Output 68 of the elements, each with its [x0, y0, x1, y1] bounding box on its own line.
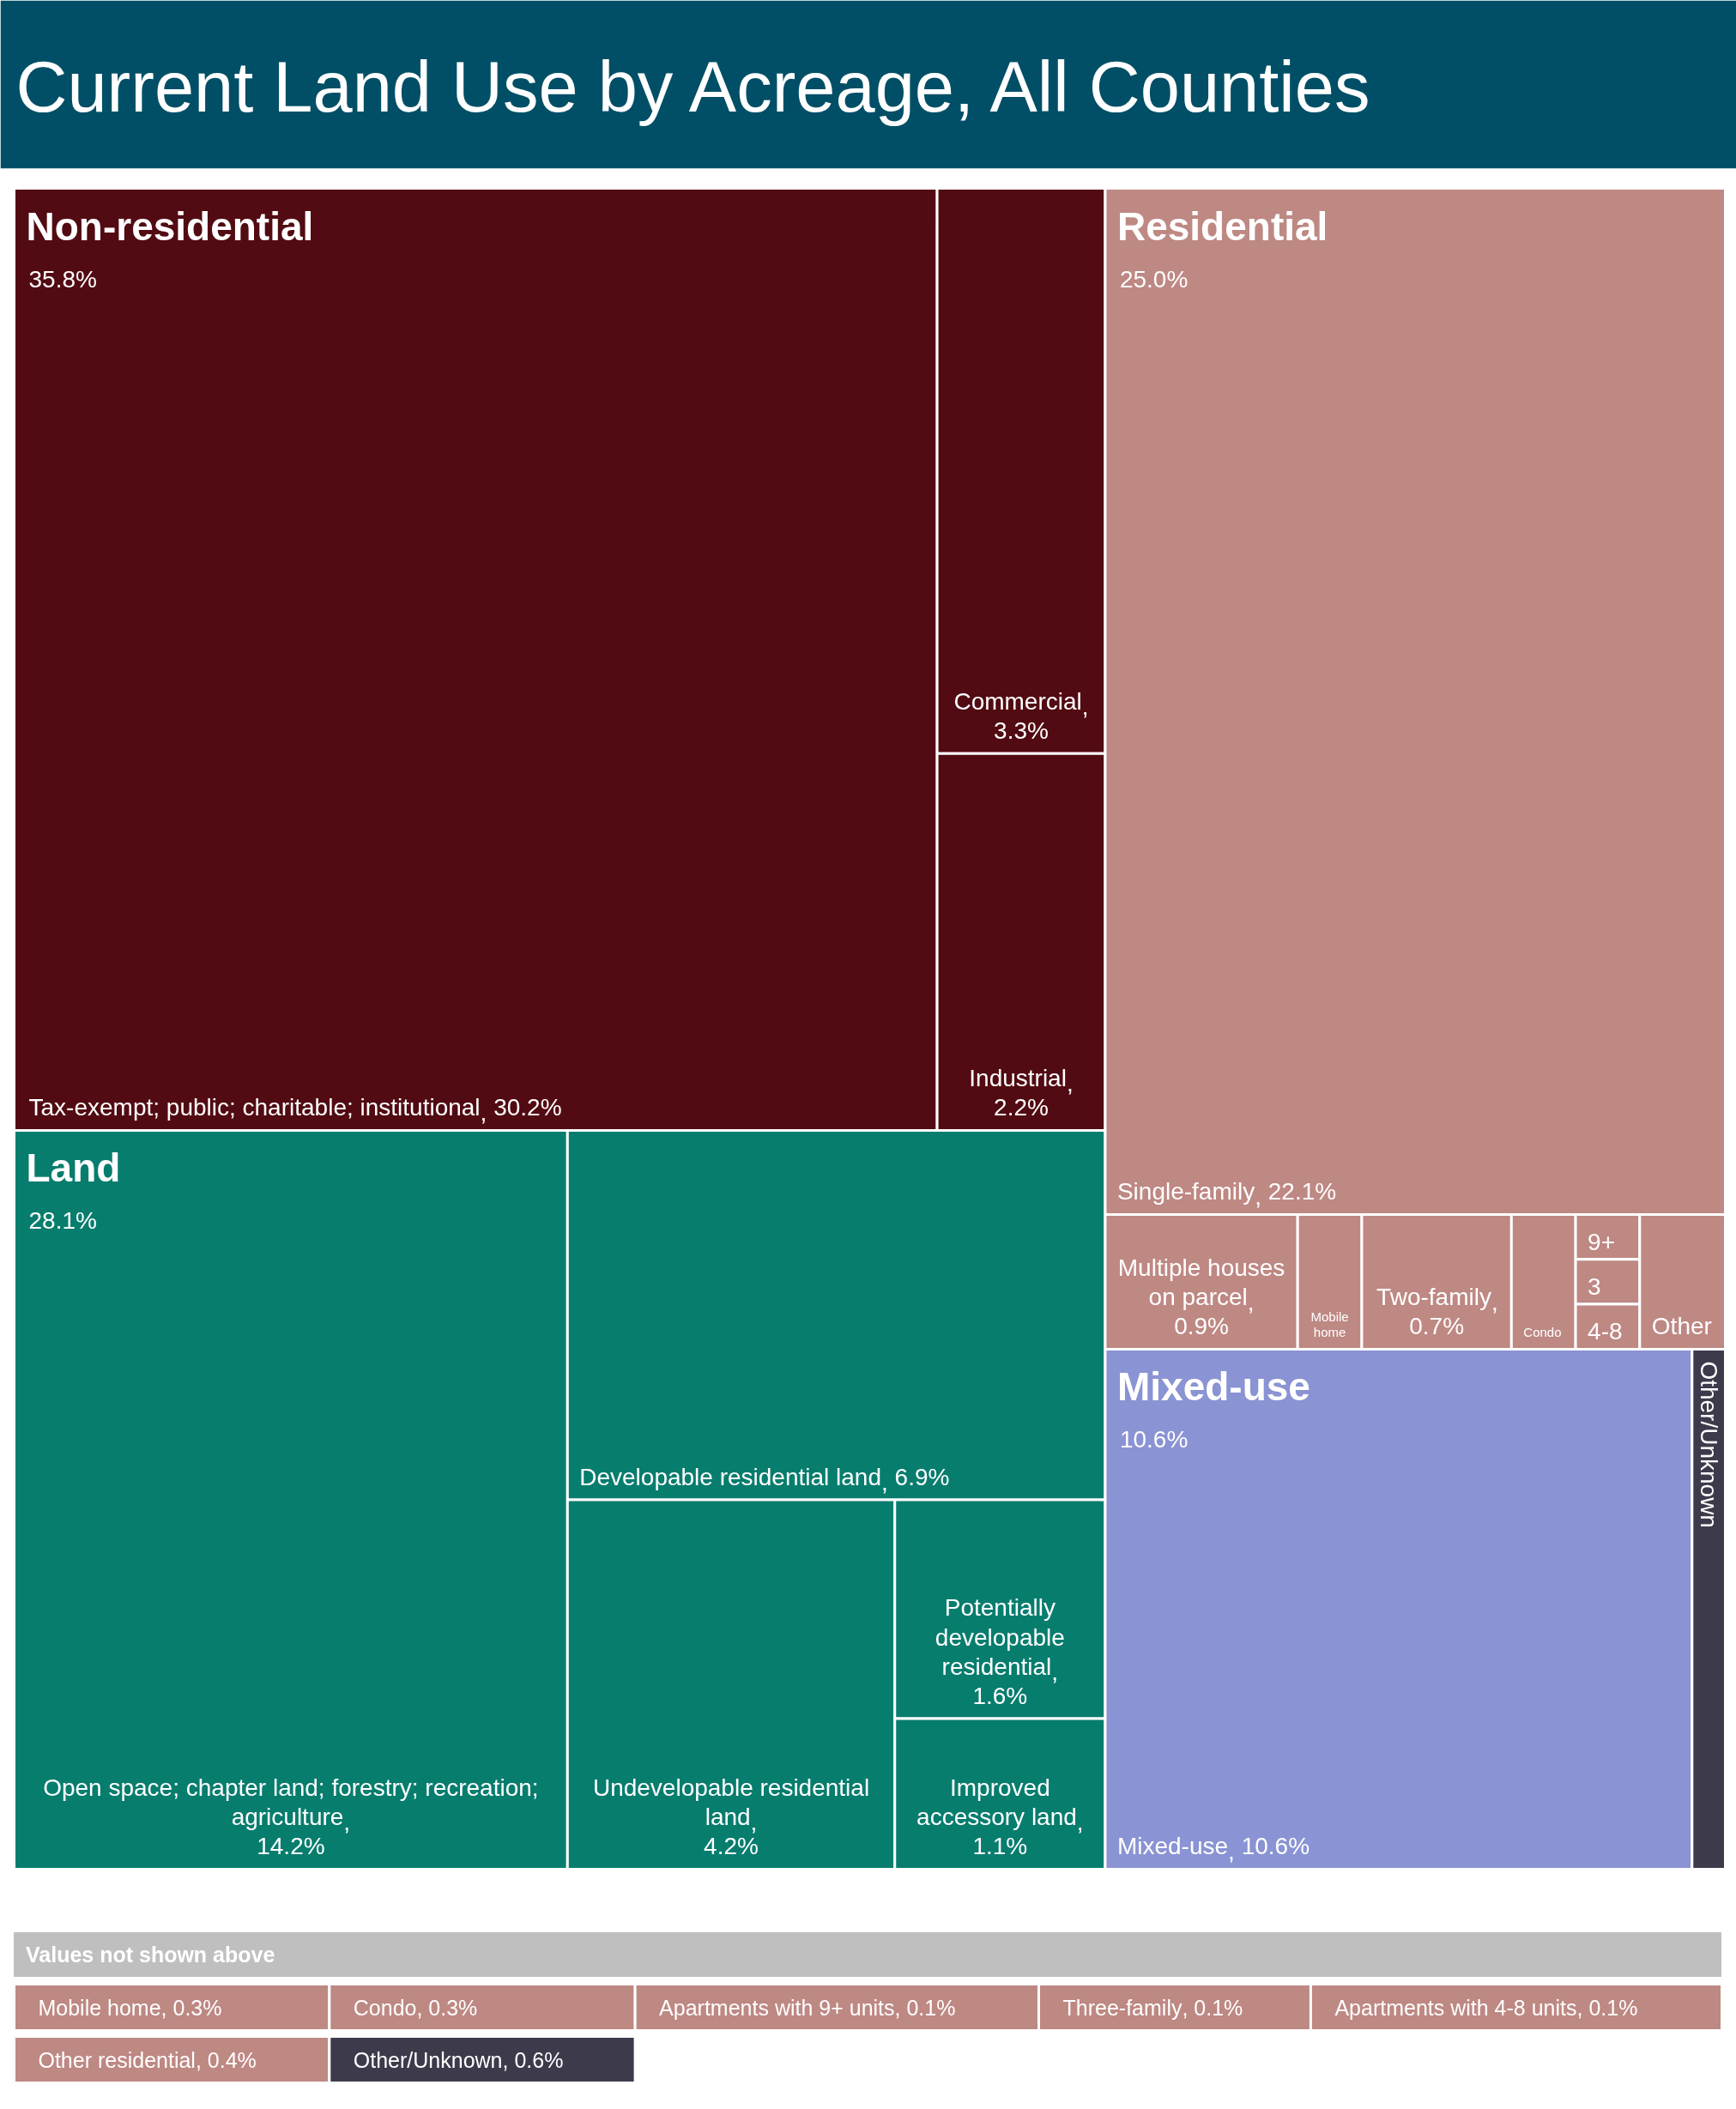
text: ,: [1247, 1289, 1255, 1316]
category-label: Single-family: [1116, 1178, 1255, 1206]
category-label: 4-8: [1588, 1318, 1623, 1345]
text: ,: [416, 1995, 423, 2020]
data-label: 30.2%: [493, 1094, 562, 1121]
text: ,: [1182, 1995, 1189, 2020]
text: ,: [480, 1099, 487, 1127]
category-label: Apartments with 4-8 units: [1334, 1995, 1577, 2020]
text: ,: [1066, 1070, 1074, 1097]
category-label: Condo: [1523, 1325, 1562, 1340]
text: ,: [195, 2047, 202, 2072]
category-label: Mixed-use: [1116, 1364, 1310, 1410]
data-label: 1.6%: [972, 1682, 1028, 1709]
data-label: 0.1%: [906, 1995, 956, 2020]
category-label: Improved accessory land: [916, 1774, 1077, 1831]
data-label: 0.3%: [172, 1995, 222, 2020]
category-label: Other/Unknown: [1695, 1361, 1722, 1528]
data-label: 0.4%: [207, 2047, 257, 2072]
text: 25.0%: [1119, 265, 1189, 293]
text: ,: [343, 1809, 351, 1836]
category-label: Developable residential land: [579, 1463, 882, 1490]
category-label: Other residential: [38, 2047, 196, 2072]
category-label: Tax-exempt; public; charitable; institutional: [28, 1094, 481, 1121]
data-label: 0.6%: [514, 2047, 564, 2072]
text: Values not shown above: [26, 1942, 275, 1968]
text: Land: [26, 1145, 121, 1191]
data-label: 0.9%: [1174, 1313, 1229, 1340]
text: ,: [1051, 1658, 1059, 1685]
data-label: 10.6%: [1241, 1833, 1310, 1860]
category-label: Three-family: [1062, 1995, 1183, 2020]
text: ,: [1076, 1809, 1084, 1836]
text: 10.6%: [1119, 1426, 1189, 1453]
data-label: 2.2%: [994, 1094, 1049, 1121]
text: Non-residential: [26, 203, 314, 249]
data-label: 14.2%: [257, 1833, 325, 1860]
data-label: 1.1%: [972, 1833, 1028, 1860]
data-label: 0.3%: [428, 1995, 478, 2020]
category-label: Mobile home: [1310, 1308, 1349, 1340]
text: ,: [1081, 692, 1089, 720]
data-label: 0.7%: [1409, 1313, 1465, 1340]
text: 35.8%: [28, 265, 97, 293]
category-label: 3: [1588, 1272, 1601, 1300]
text: ,: [894, 1995, 901, 2020]
text: Mixed-use: [1116, 1833, 1229, 1860]
category-label: Two-family: [1376, 1284, 1491, 1311]
category-label: Other: [1651, 1313, 1712, 1340]
category-label: Industrial: [969, 1065, 1067, 1092]
data-label: 6.9%: [894, 1463, 950, 1490]
text: ,: [1491, 1289, 1498, 1316]
text: 28.1%: [28, 1207, 97, 1235]
category-label: 9+: [1588, 1228, 1616, 1255]
text: ,: [160, 1995, 167, 2020]
text: Residential: [1116, 203, 1328, 249]
category-label: Commercial: [953, 687, 1082, 715]
data-label: 22.1%: [1267, 1178, 1337, 1206]
data-label: 3.3%: [994, 717, 1049, 745]
category-label: Other/Unknown: [353, 2047, 503, 2072]
data-label: 0.1%: [1194, 1995, 1243, 2020]
text: Current Land Use by Acreage, All Counties: [15, 46, 1370, 127]
text: ,: [1228, 1838, 1235, 1865]
category-label: Condo: [353, 1995, 417, 2020]
text: ,: [502, 2047, 509, 2072]
text: ,: [1576, 1995, 1583, 2020]
category-label: Apartments with 9+ units: [659, 1995, 895, 2020]
category-label: Mobile home: [38, 1995, 161, 2020]
text: ,: [1255, 1183, 1261, 1211]
text: ,: [881, 1468, 888, 1496]
data-label: 0.1%: [1588, 1995, 1638, 2020]
